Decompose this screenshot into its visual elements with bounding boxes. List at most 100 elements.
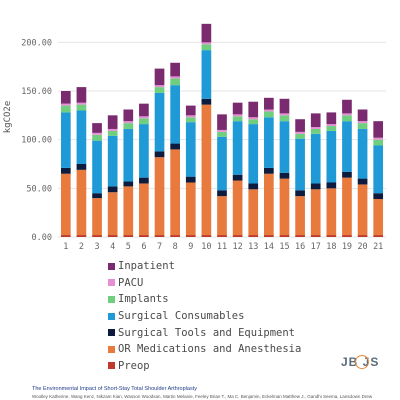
legend-label: OR Medications and Anesthesia [118,343,302,356]
bar-segment-implants [248,119,259,125]
x-tick-label: 16 [295,242,305,252]
source-authors: Woolley Katherine, Wang Kenz, Nikzam Kia… [32,394,373,399]
bar-segment-implants [310,128,321,134]
bar-segment-or-medications-and-anesthesia [139,183,149,236]
bar-segment-or-medications-and-anesthesia [123,186,134,236]
bar-segment-pacu [123,121,134,124]
bar-segment-surgical-tools-and-equipment [232,174,243,181]
y-tick-label: 100.00 [21,136,52,146]
bar-segment-implants [232,116,243,122]
bar-segment-inpatient [123,109,134,122]
bar-segment-inpatient [170,62,180,77]
legend-label: Surgical Tools and Equipment [118,326,296,339]
bar-segment-surgical-consumables [185,122,196,177]
bar-segment-or-medications-and-anesthesia [201,104,212,236]
bar-segment-inpatient [76,87,87,103]
bar-segment-preop [248,235,259,237]
bar-segment-preop [279,235,290,237]
x-tick-labels: 1 2 3 4 5 6 7 8 9 10 11 12 13 14 15 16 17 18 19 20 21 [63,242,383,252]
bar-segment-surgical-consumables [342,121,352,172]
bar-segment-pacu [326,124,337,127]
bar-segment-inpatient [342,99,352,114]
bar-segment-inpatient [248,101,259,118]
bar-segment-surgical-tools-and-equipment [310,183,321,190]
x-tick-label: 15 [279,242,289,252]
source-title[interactable]: The Environmental Impact of Short-Stay T… [32,386,197,392]
legend-item: Preop [108,358,301,375]
bar-segment-pacu [154,85,165,88]
bar-segment-or-medications-and-anesthesia [279,178,290,236]
x-tick-label: 4 [110,242,115,252]
legend-swatch [108,262,115,270]
bar-segment-pacu [295,131,305,134]
bar-segment-inpatient [201,23,212,43]
legend-swatch [108,345,115,353]
legend-label: Preop [118,359,150,372]
bar-segment-implants [170,78,180,86]
bar-segment-or-medications-and-anesthesia [326,188,337,236]
bar-segment-inpatient [107,115,118,129]
x-tick-label: 12 [232,242,242,252]
bar-segment-preop [357,235,368,237]
bar-segment-implants [185,117,196,123]
bar-segment-surgical-tools-and-equipment [342,171,352,178]
bar-segment-surgical-consumables [264,117,274,168]
bar-segment-surgical-tools-and-equipment [295,190,305,197]
bar-segment-implants [123,123,134,129]
bar-segment-surgical-tools-and-equipment [357,178,368,185]
bar-segment-inpatient [185,105,196,116]
bar-segment-pacu [357,121,368,124]
bar-segment-preop [373,235,384,237]
bar-segment-inpatient [60,91,71,104]
x-tick-label: 20 [357,242,367,252]
bar-segment-surgical-tools-and-equipment [248,183,259,190]
y-tick-label: 200.00 [21,38,52,48]
bar-segment-surgical-tools-and-equipment [217,190,227,197]
bar-segment-inpatient [264,97,274,110]
legend-item: Inpatient [108,258,301,275]
x-tick-label: 6 [141,242,146,252]
x-tick-label: 5 [126,242,131,252]
x-tick-label: 14 [264,242,274,252]
bar-segment-implants [139,118,149,125]
bar-segment-pacu [185,115,196,118]
bar-segment-surgical-tools-and-equipment [373,193,384,200]
bar-segment-preop [310,235,321,237]
bar-segment-surgical-consumables [295,138,305,191]
legend-swatch [108,295,115,303]
legend-item: OR Medications and Anesthesia [108,341,301,358]
x-tick-label: 19 [342,242,352,252]
bar-segment-preop [60,235,71,237]
x-tick-label: 8 [173,242,178,252]
bar-segment-implants [217,131,227,137]
bar-segment-preop [232,235,243,237]
bar-segment-surgical-consumables [170,85,180,144]
bar-segment-surgical-tools-and-equipment [139,177,149,184]
x-tick-label: 13 [248,242,258,252]
bar-segment-or-medications-and-anesthesia [310,189,321,236]
bar-segment-pacu [107,128,118,131]
bar-segment-pacu [170,76,180,79]
bar-segment-or-medications-and-anesthesia [264,173,274,236]
bar-segment-implants [342,115,352,122]
bar-segment-preop [326,235,337,237]
bar-segment-pacu [248,117,259,120]
bars [60,23,384,237]
bar-segment-surgical-tools-and-equipment [185,176,196,183]
bar-segment-inpatient [357,109,368,122]
bar-segment-or-medications-and-anesthesia [373,199,384,236]
bar-segment-preop [201,235,212,237]
bar-segment-preop [295,235,305,237]
y-tick-label: 0.00 [32,233,52,243]
bar-segment-or-medications-and-anesthesia [76,169,87,236]
bar-segment-implants [92,134,102,141]
bar-segment-inpatient [279,98,290,114]
x-tick-label: 18 [326,242,336,252]
bar-segment-pacu [92,132,102,135]
y-tick-labels: 0.00 50.00 100.00 150.00 200.00 [21,38,52,243]
x-tick-label: 10 [201,242,211,252]
bar-segment-or-medications-and-anesthesia [170,149,180,236]
bar-segment-preop [154,235,165,237]
bar-segment-implants [107,130,118,136]
bar-segment-implants [76,104,87,111]
